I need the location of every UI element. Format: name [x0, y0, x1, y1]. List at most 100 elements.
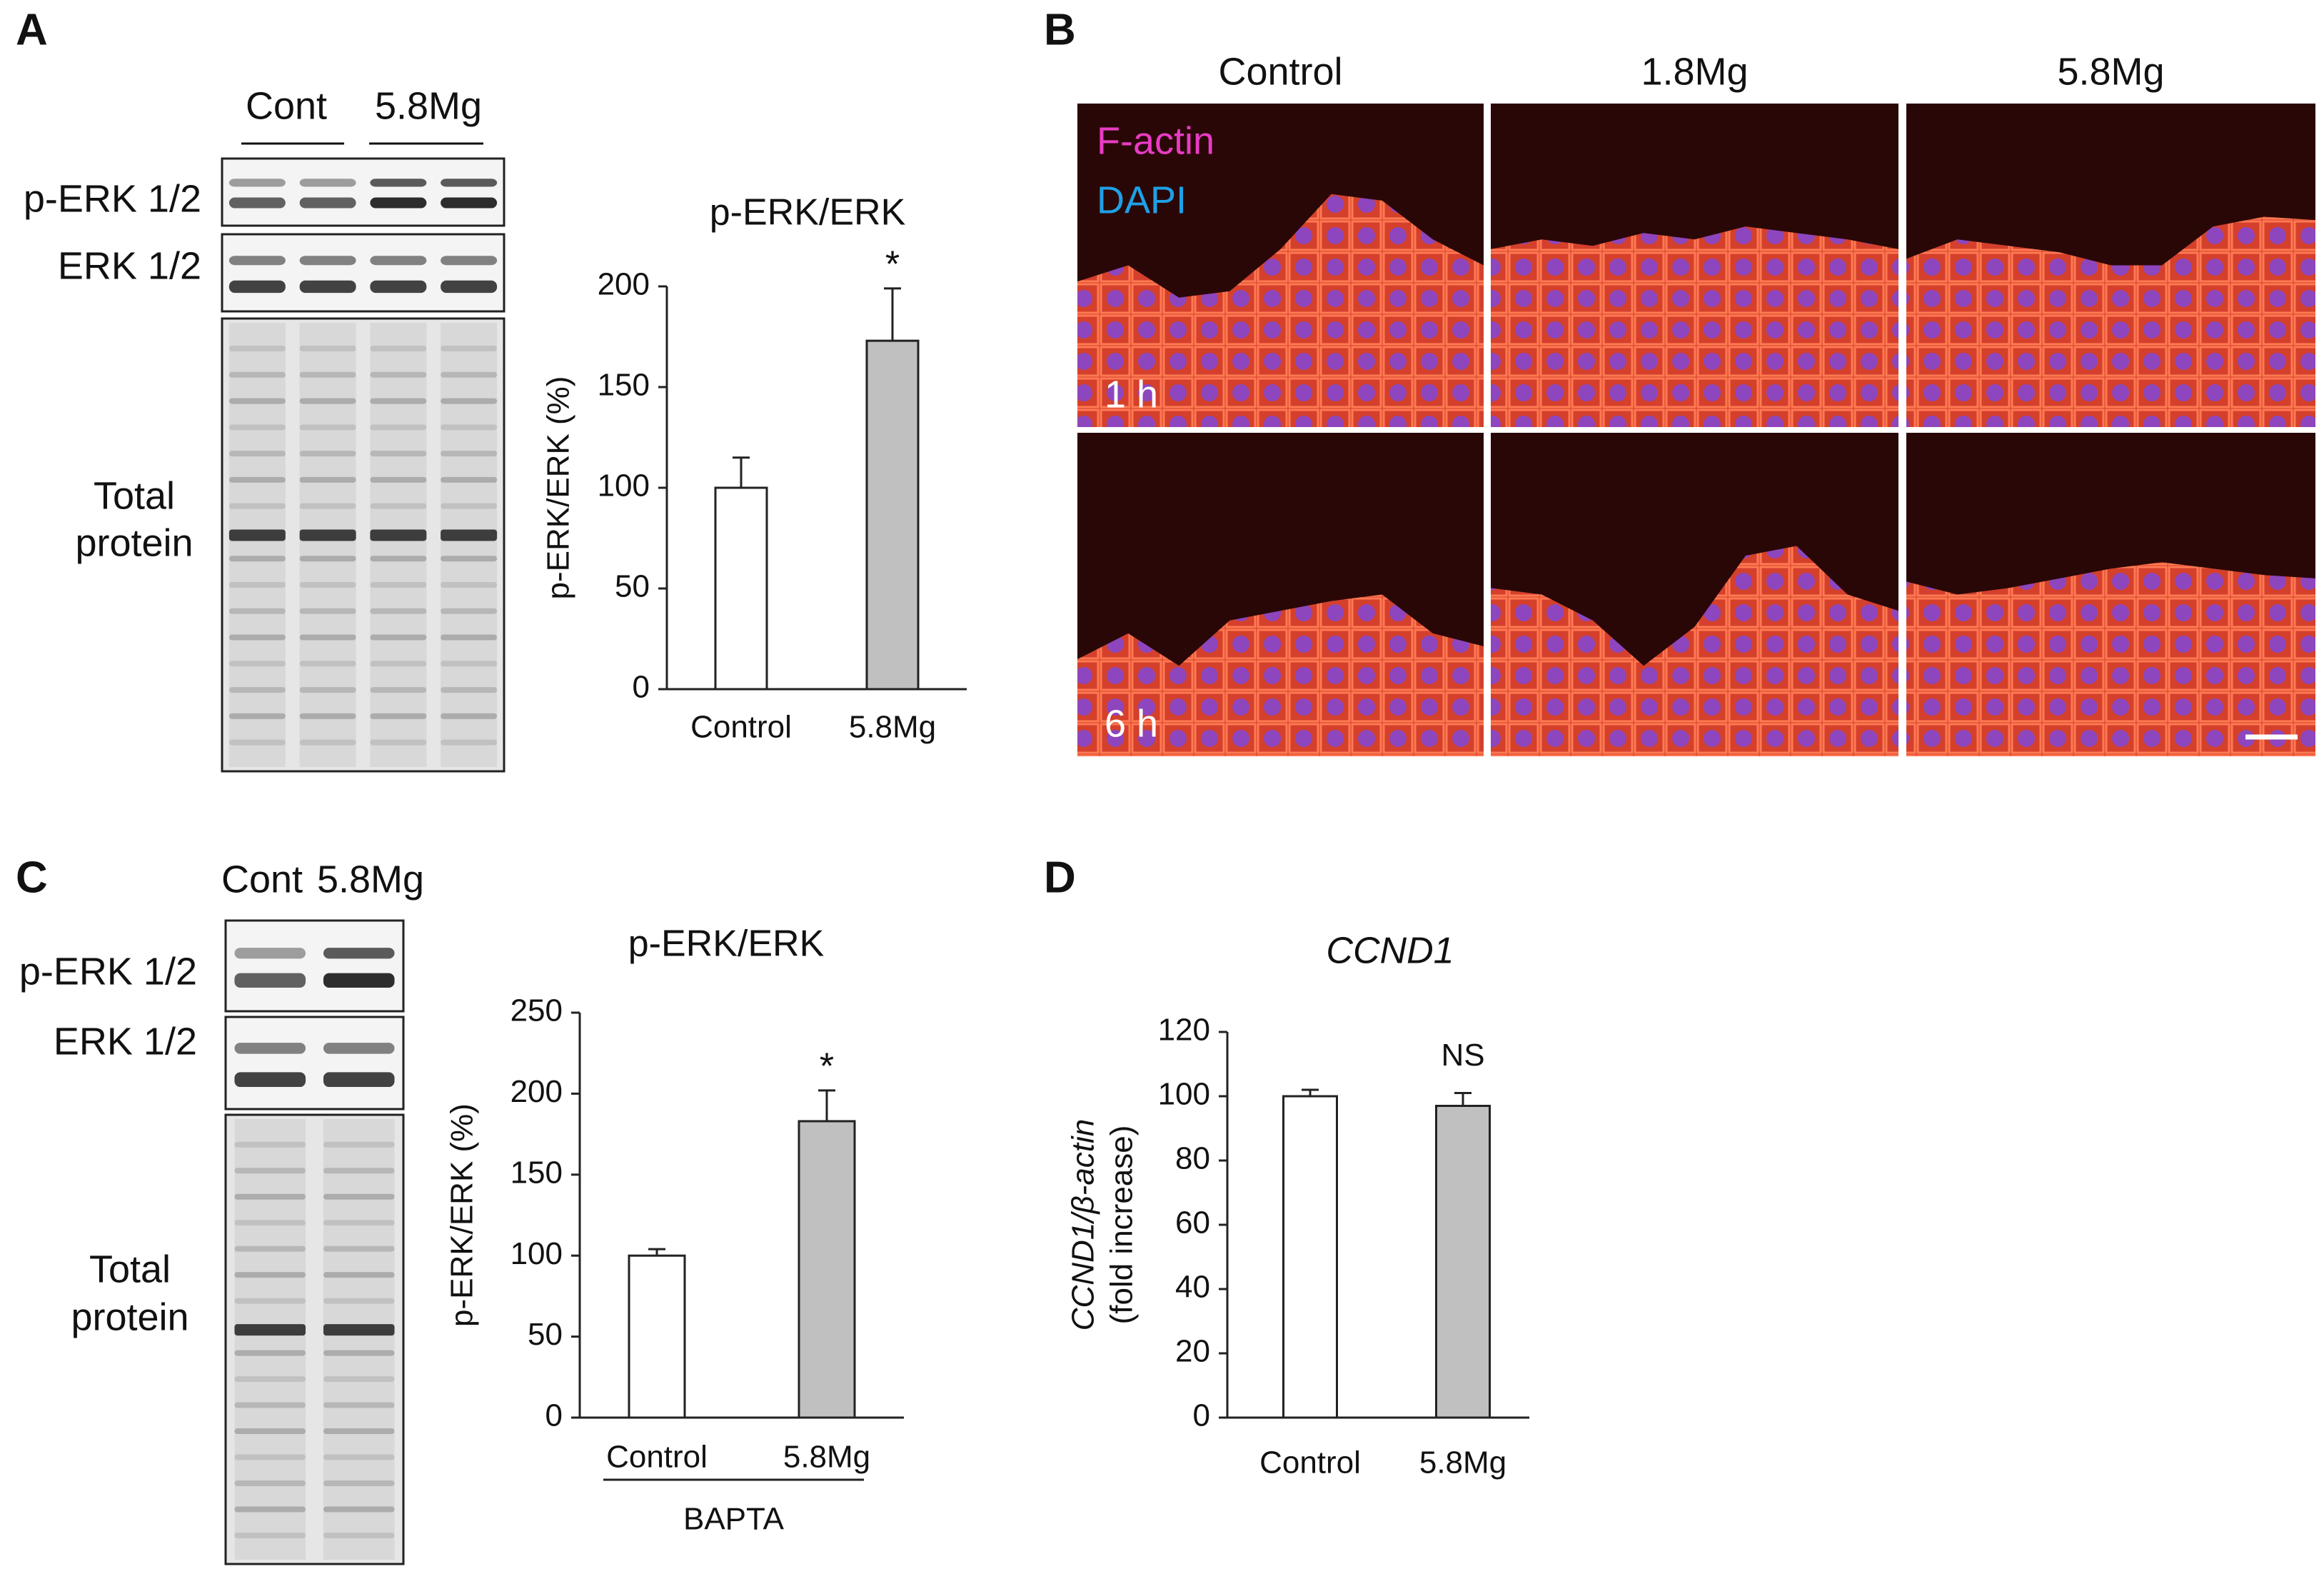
band: [234, 1245, 306, 1252]
band: [323, 1043, 395, 1054]
y-tick-label: 150: [598, 368, 650, 403]
y-tick-label: 250: [510, 993, 563, 1028]
band: [299, 371, 356, 378]
band: [370, 556, 427, 562]
band: [228, 476, 286, 483]
band: [299, 424, 356, 431]
band: [370, 503, 427, 509]
row-label: ERK 1/2: [54, 1020, 197, 1063]
band: [441, 398, 498, 404]
error-bar: [733, 456, 750, 488]
band: [370, 424, 427, 431]
group-label: 5.8Mg: [317, 858, 424, 901]
blot: [221, 317, 505, 773]
band: [299, 451, 356, 457]
y-axis-label: (fold increase): [1105, 1126, 1140, 1325]
band: [234, 1072, 306, 1088]
band: [441, 556, 498, 562]
error-bar: [1302, 1088, 1319, 1096]
lane: [228, 323, 286, 767]
band: [323, 1532, 395, 1538]
band: [228, 687, 286, 693]
band: [299, 581, 356, 588]
band: [299, 713, 356, 719]
band: [228, 424, 286, 431]
band: [299, 634, 356, 641]
error-bar: [648, 1248, 665, 1256]
band: [370, 739, 427, 746]
lane: [370, 323, 427, 767]
y-tick-label: 100: [510, 1236, 563, 1271]
band: [299, 256, 356, 266]
bar: [1435, 1105, 1491, 1419]
column-label: Control: [1218, 50, 1342, 93]
band: [228, 556, 286, 562]
band: [441, 371, 498, 378]
band: [299, 197, 356, 209]
y-tick-label: 200: [598, 267, 650, 302]
band: [234, 1272, 306, 1278]
band: [441, 280, 498, 294]
band: [370, 634, 427, 641]
band: [441, 346, 498, 352]
band: [370, 256, 427, 266]
band: [370, 346, 427, 352]
lane: [234, 1119, 306, 1560]
band: [370, 529, 427, 541]
significance-label: *: [885, 244, 900, 286]
band: [228, 371, 286, 378]
band: [441, 608, 498, 614]
band: [370, 451, 427, 457]
band: [299, 179, 356, 187]
band: [370, 581, 427, 588]
panel-letter: B: [1044, 5, 1076, 54]
band: [370, 661, 427, 667]
band: [441, 476, 498, 483]
band: [441, 661, 498, 667]
band: [441, 581, 498, 588]
band: [441, 529, 498, 541]
band: [323, 1272, 395, 1278]
band: [370, 713, 427, 719]
band: [370, 687, 427, 693]
y-axis-label: p-ERK/ERK (%): [445, 1103, 480, 1327]
band: [323, 973, 395, 988]
band: [441, 197, 498, 209]
band: [323, 1245, 395, 1252]
row-label: protein: [75, 521, 193, 564]
band: [323, 1506, 395, 1513]
row-label: ERK 1/2: [58, 244, 201, 287]
band: [323, 1428, 395, 1435]
micrographs: [1077, 104, 2315, 756]
band: [323, 1480, 395, 1487]
y-tick-label: 80: [1175, 1141, 1210, 1176]
band: [299, 476, 356, 483]
time-label: 6 h: [1105, 702, 1158, 745]
panel-letter: D: [1044, 853, 1076, 902]
band: [234, 1220, 306, 1226]
panel-letter: A: [16, 5, 48, 54]
band: [234, 1324, 306, 1336]
band: [441, 634, 498, 641]
band: [228, 634, 286, 641]
y-axis-label: p-ERK/ERK (%): [541, 376, 576, 600]
band: [299, 529, 356, 541]
lane: [323, 1119, 395, 1560]
error-bar: [1454, 1092, 1472, 1106]
band: [228, 398, 286, 404]
band: [441, 424, 498, 431]
band: [441, 451, 498, 457]
bar: [1282, 1095, 1338, 1419]
band: [299, 503, 356, 509]
band: [299, 556, 356, 562]
band: [234, 1043, 306, 1054]
bar: [628, 1254, 686, 1419]
band: [228, 661, 286, 667]
row-label: protein: [71, 1295, 188, 1338]
cell-sheet: [1906, 216, 2315, 427]
y-axis-label: CCND1/β-actin: [1066, 1119, 1101, 1331]
band: [228, 451, 286, 457]
y-tick-label: 0: [633, 670, 650, 705]
